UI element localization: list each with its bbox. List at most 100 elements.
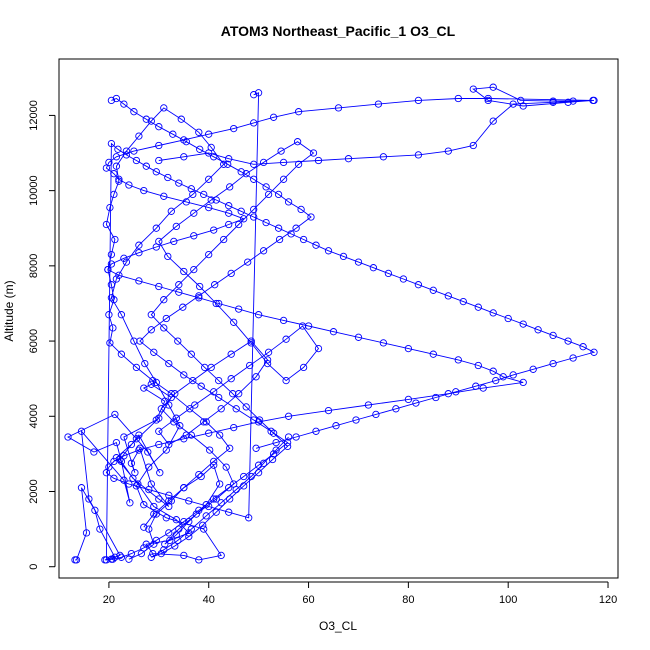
data-point (230, 423, 238, 432)
data-point (172, 516, 180, 524)
data-point (164, 252, 172, 261)
data-point (246, 361, 254, 370)
data-point (142, 115, 150, 123)
data-point (182, 198, 190, 206)
data-point (179, 303, 187, 311)
data-point (120, 254, 128, 262)
data-point (132, 482, 141, 490)
data-point (72, 556, 81, 564)
data-point (117, 553, 126, 561)
data-point (263, 359, 272, 368)
data-point (564, 98, 572, 106)
data-point (147, 553, 155, 561)
data-point (287, 230, 295, 238)
data-point (136, 444, 144, 452)
data-point (175, 288, 183, 296)
data-point (339, 252, 348, 261)
data-point (590, 348, 598, 356)
data-point (216, 480, 224, 488)
data-point (227, 350, 235, 358)
data-point (404, 344, 413, 353)
data-point (147, 311, 155, 319)
data-point (215, 376, 223, 385)
data-point (268, 455, 277, 464)
data-point (157, 405, 165, 413)
data-point (294, 160, 303, 168)
x-axis: 20 40 60 80 100 120 (103, 581, 617, 606)
y-tick-label: 0 (28, 564, 40, 570)
data-point (247, 339, 255, 347)
data-point (414, 281, 423, 289)
data-point (160, 296, 168, 304)
data-point (155, 123, 163, 131)
data-point (414, 151, 423, 159)
data-point (174, 337, 182, 345)
data-point (210, 461, 218, 469)
data-point (140, 544, 148, 552)
data-point (267, 427, 275, 435)
data-point (489, 367, 497, 375)
data-point (492, 376, 500, 385)
data-point (165, 529, 173, 537)
data-point (165, 401, 173, 409)
data-point (225, 202, 233, 210)
y-tick-label: 12000 (28, 100, 40, 131)
data-point (469, 85, 477, 93)
data-point (195, 556, 203, 564)
data-point (324, 406, 333, 415)
data-point (200, 418, 208, 426)
data-point (232, 485, 240, 494)
data-point (229, 390, 237, 398)
data-point (292, 433, 300, 441)
data-point (104, 265, 112, 274)
data-point (225, 220, 233, 229)
data-point (112, 162, 121, 170)
data-point (444, 390, 452, 398)
x-tick-label: 60 (302, 594, 314, 606)
data-point (171, 390, 179, 398)
data-point (283, 442, 292, 451)
data-point (190, 232, 198, 240)
data-point (364, 401, 373, 409)
data-point (165, 497, 173, 505)
y-tick-label: 6000 (28, 329, 40, 353)
data-point (150, 510, 158, 518)
data-point (125, 181, 133, 189)
data-point (469, 141, 477, 150)
data-point (145, 463, 153, 471)
data-point (102, 556, 111, 564)
data-point (155, 156, 163, 165)
data-point (160, 192, 168, 200)
data-point (237, 168, 245, 176)
data-point (579, 343, 587, 351)
data-point (504, 314, 512, 323)
data-point (112, 275, 121, 283)
data-point (155, 440, 163, 449)
data-point (264, 190, 273, 199)
data-point (210, 226, 218, 234)
data-point (196, 282, 204, 291)
data-point (107, 281, 116, 289)
data-point (135, 132, 143, 140)
data-point (132, 435, 141, 443)
data-point (297, 205, 305, 214)
data-point (152, 243, 160, 251)
data-point (225, 484, 233, 492)
data-point (484, 96, 492, 105)
data-point (250, 119, 258, 127)
data-point (189, 376, 197, 385)
data-point (519, 320, 527, 328)
data-point (147, 326, 155, 334)
data-point (252, 444, 260, 452)
data-point (225, 209, 233, 217)
data-point (474, 303, 482, 311)
data-point (429, 286, 437, 294)
data-point (111, 235, 119, 244)
data-point (215, 299, 223, 308)
data-point (220, 235, 228, 244)
data-point (187, 525, 195, 533)
data-point (314, 344, 323, 353)
data-point (354, 333, 363, 341)
data-point (182, 138, 190, 146)
data-point (112, 153, 121, 161)
